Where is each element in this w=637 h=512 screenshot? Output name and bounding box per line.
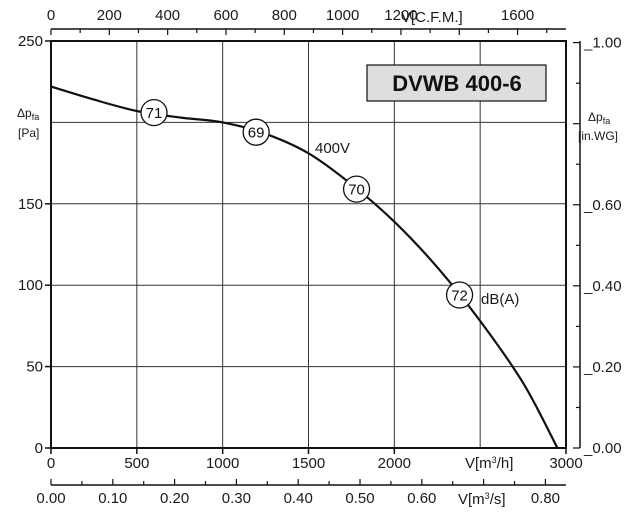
top-axis-title: V[C.F.M.] bbox=[401, 9, 463, 26]
tick-label-bottom2: 0.40 bbox=[284, 490, 313, 507]
tick-label-right: _0.00 bbox=[583, 440, 622, 457]
tick-label-top: 1600 bbox=[501, 7, 534, 24]
tick-label-top: 600 bbox=[213, 7, 238, 24]
db-markers: 71 69 70 72 bbox=[140, 98, 474, 309]
tick-label-left: 50 bbox=[26, 359, 43, 376]
tick-label-bottom2: 0.30 bbox=[222, 490, 251, 507]
db-unit-label: dB(A) bbox=[481, 291, 519, 308]
series-label-400v: 400V bbox=[315, 140, 350, 157]
tick-label-top: 1200 bbox=[384, 7, 417, 24]
db-marker-label: 72 bbox=[451, 287, 468, 304]
tick-label-bottom2: 0.80 bbox=[531, 490, 560, 507]
db-marker-circle bbox=[140, 98, 168, 127]
tick-label-bottom2: 0.20 bbox=[160, 490, 189, 507]
tick-label-right: _0.60 bbox=[583, 197, 622, 214]
tick-label-left: 150 bbox=[18, 196, 43, 213]
tick-label-bottom: 0 bbox=[47, 455, 55, 472]
tick-label-left: 250 bbox=[18, 33, 43, 50]
right-axis-unit: [in.WG] bbox=[578, 129, 618, 143]
db-marker-circle bbox=[445, 281, 474, 309]
axis-ticks bbox=[45, 28, 581, 486]
tick-label-top: 200 bbox=[97, 7, 122, 24]
model-title-box: DVWB 400-6 bbox=[366, 64, 547, 102]
db-marker-circle bbox=[242, 118, 270, 146]
tick-label-bottom2: 0.50 bbox=[345, 490, 374, 507]
left-axis-title: Δpfa bbox=[17, 106, 39, 122]
tick-label-right: _0.40 bbox=[583, 278, 622, 295]
bottom2-axis-title: V[m3/s] bbox=[458, 491, 506, 508]
tick-label-bottom2: 0.10 bbox=[98, 490, 127, 507]
left-axis-unit: [Pa] bbox=[18, 126, 39, 140]
tick-label-top: 800 bbox=[272, 7, 297, 24]
tick-label-top: 1000 bbox=[326, 7, 359, 24]
tick-label-right: _1.00 bbox=[583, 35, 622, 52]
tick-label-top: 400 bbox=[155, 7, 180, 24]
tick-label-top: 0 bbox=[47, 7, 55, 24]
series-line-400v bbox=[50, 85, 559, 449]
tick-label-bottom2: 0.60 bbox=[407, 490, 436, 507]
right-axis-title: Δpfa bbox=[588, 110, 610, 126]
tick-label-bottom: 3000 bbox=[549, 455, 582, 472]
tick-label-left: 0 bbox=[35, 440, 43, 457]
tick-label-bottom: 1000 bbox=[206, 455, 239, 472]
bottom-axis-title: V[m3/h] bbox=[465, 455, 513, 472]
db-marker-label: 69 bbox=[248, 125, 265, 142]
db-marker-label: 71 bbox=[146, 105, 163, 122]
chart-title: DVWB 400-6 bbox=[392, 71, 522, 96]
tick-label-bottom2: 0.00 bbox=[36, 490, 65, 507]
db-marker-label: 70 bbox=[348, 182, 365, 199]
db-marker-circle bbox=[342, 175, 371, 203]
tick-label-left: 100 bbox=[18, 277, 43, 294]
tick-label-bottom: 2000 bbox=[378, 455, 411, 472]
tick-label-bottom: 500 bbox=[124, 455, 149, 472]
grid bbox=[51, 41, 566, 448]
tick-label-bottom: 1500 bbox=[292, 455, 325, 472]
tick-label-right: _0.20 bbox=[583, 359, 622, 376]
